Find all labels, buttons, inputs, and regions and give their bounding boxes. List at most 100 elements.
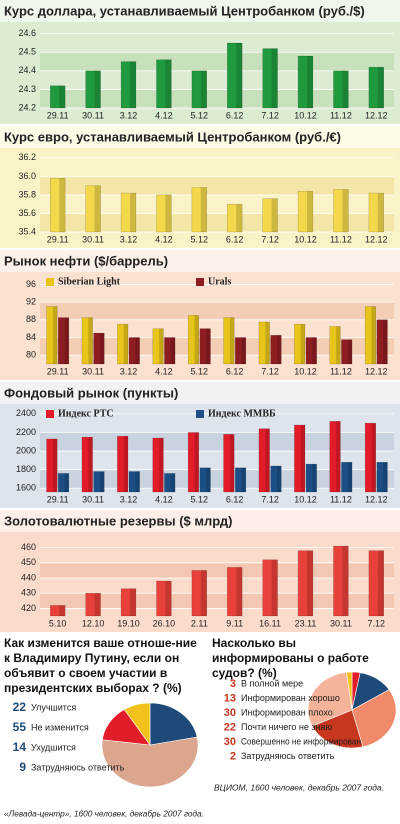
bar-shade [52, 306, 58, 364]
bar [57, 473, 70, 493]
legend-label: Urals [208, 276, 231, 287]
bar-shade [306, 191, 313, 232]
item-value: 30 [224, 736, 236, 748]
bar [128, 471, 140, 493]
bar [227, 567, 243, 617]
y-tick-label: 96 [26, 279, 36, 289]
bar [258, 428, 270, 493]
title-strip [0, 510, 400, 532]
bar [128, 337, 140, 365]
x-tick-label: 11.12 [330, 234, 352, 244]
y-tick-label: 24.2 [18, 102, 36, 112]
bar [297, 190, 314, 233]
bar-shade [135, 471, 140, 492]
bar [341, 339, 353, 365]
bar [223, 317, 235, 365]
bar-shade [271, 48, 278, 108]
x-tick-label: 29.11 [47, 234, 69, 244]
bar-shade [88, 317, 93, 364]
pie-slice [307, 671, 353, 727]
x-tick-label: 6.12 [226, 234, 244, 244]
bar-shade [306, 550, 313, 616]
bar [117, 323, 129, 365]
bar-shade [371, 306, 376, 364]
grid-band [40, 337, 394, 356]
bar-shade [236, 204, 243, 232]
question-title: Как изменится ваше отноше-ние к Владимир… [4, 636, 197, 695]
x-tick-label: 10.12 [294, 110, 317, 120]
x-tick-label: 26.10 [153, 618, 176, 628]
bar [333, 545, 349, 617]
bar-shade [170, 337, 176, 364]
bar-shade [159, 438, 164, 492]
y-tick-label: 35.4 [18, 226, 36, 236]
bar [364, 422, 377, 493]
legend-swatch [196, 278, 204, 286]
y-tick-label: 2400 [16, 408, 36, 418]
bar-shade [383, 462, 388, 492]
bar [227, 203, 243, 233]
x-tick-label: 30.11 [330, 618, 352, 628]
bar [50, 85, 66, 109]
x-tick-label: 5.12 [191, 234, 209, 244]
bar-shade [336, 421, 341, 492]
x-tick-label: 9.11 [226, 618, 243, 628]
title-strip [0, 382, 400, 404]
bar [294, 323, 306, 365]
bar [156, 59, 172, 109]
x-tick-label: 10.12 [294, 494, 317, 504]
bar-shade [371, 423, 376, 492]
bar [164, 337, 176, 365]
y-tick-label: 80 [26, 350, 36, 360]
x-tick-label: 7.12 [368, 618, 386, 628]
x-tick-label: 10.12 [294, 366, 317, 376]
item-value: 14 [13, 740, 27, 754]
legend-label: Siberian Light [58, 276, 121, 287]
x-tick-label: 12.12 [365, 234, 388, 244]
bar-shade [129, 588, 136, 616]
bar [152, 437, 164, 493]
bar-shade [236, 43, 243, 108]
bar [50, 177, 66, 233]
item-label: Информирован плохо [241, 707, 333, 717]
bar [199, 328, 211, 365]
x-tick-label: 10.12 [294, 234, 317, 244]
y-tick-label: 2200 [16, 427, 36, 437]
y-tick-label: 460 [21, 542, 36, 552]
bar [152, 328, 164, 365]
item-value: 2 [230, 750, 236, 762]
bar [85, 70, 101, 109]
item-label: Затрудняюсь ответить [31, 762, 125, 772]
bar-shade [194, 432, 199, 492]
x-tick-label: 5.12 [191, 366, 209, 376]
y-tick-label: 35.6 [18, 208, 36, 218]
x-tick-label: 29.11 [47, 494, 69, 504]
bar-shade [170, 473, 176, 492]
bar-shade [194, 315, 199, 364]
bar [191, 570, 207, 617]
panel-title: Курс евро, устанавливаемый Центробанком … [4, 129, 341, 144]
question-title: Насколько вы информированы о работе судо… [212, 636, 369, 680]
bar [85, 592, 101, 617]
x-tick-label: 30.11 [82, 110, 104, 120]
bar-shade [383, 319, 388, 364]
item-value: 22 [13, 700, 27, 714]
bar [270, 335, 282, 365]
bar [191, 70, 207, 109]
bar-shade [265, 322, 270, 364]
x-tick-label: 12.12 [365, 494, 388, 504]
bar-shade [306, 56, 313, 108]
bar [50, 605, 66, 617]
bar-shade [94, 70, 101, 108]
panel-title: Фондовый рынок (пункты) [4, 385, 178, 400]
bar [297, 55, 314, 109]
bar [117, 435, 129, 493]
bar-shade [241, 337, 246, 364]
x-tick-label: 7.12 [261, 110, 279, 120]
bar [227, 42, 243, 109]
y-tick-label: 450 [21, 557, 36, 567]
bar [234, 467, 247, 493]
item-value: 13 [224, 692, 236, 704]
panel-title: Золотовалютные резервы ($ млрд) [4, 513, 232, 528]
pie-slice [351, 689, 397, 748]
